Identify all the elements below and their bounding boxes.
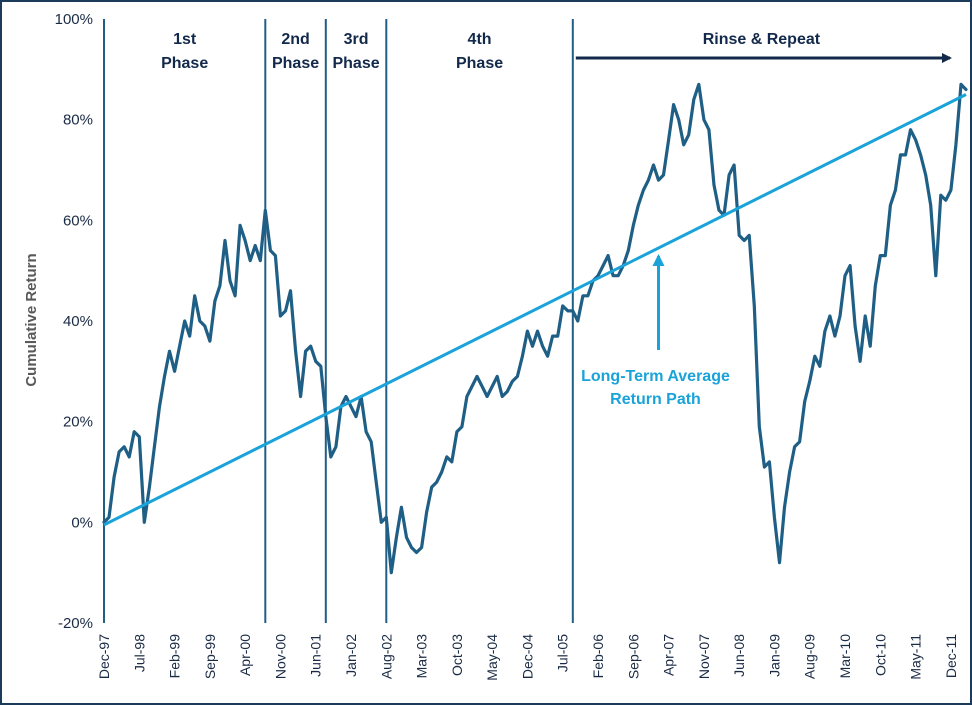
y-axis-label: Cumulative Return: [23, 253, 40, 386]
x-tick-label: May-04: [484, 634, 500, 681]
x-tick-label: May-11: [908, 634, 924, 680]
x-tick-label: Sep-99: [202, 634, 218, 679]
phase-label-number: 3rd: [344, 31, 369, 48]
y-tick-label: -20%: [58, 615, 93, 632]
phase-label-number: 4th: [468, 31, 492, 48]
y-tick-label: 100%: [55, 11, 93, 28]
x-tick-label: Dec-97: [96, 634, 112, 679]
x-tick-label: Jul-05: [555, 634, 571, 672]
phase-label-number: 2nd: [281, 31, 309, 48]
cumulative-return-line: [102, 82, 968, 575]
phase-label-word: Phase: [272, 55, 319, 72]
annotation-label-line2: Return Path: [610, 391, 701, 408]
x-tick-label: Aug-09: [802, 634, 818, 679]
y-axis-ticks: -20% 0% 20% 40% 60% 80% 100%: [55, 11, 93, 632]
y-tick-label: 60%: [63, 212, 93, 229]
x-tick-label: Jan-02: [343, 634, 359, 677]
x-tick-label: Oct-10: [872, 634, 888, 676]
phase-labels: 1st Phase 2nd Phase 3rd Phase 4th Phase: [161, 31, 503, 72]
x-tick-label: Jul-98: [131, 634, 147, 672]
phase-label-number: 1st: [173, 31, 197, 48]
x-tick-label: Sep-06: [625, 634, 641, 679]
phase-label-word: Phase: [456, 55, 503, 72]
long-term-average-line: [103, 93, 967, 527]
phase-dividers: [103, 19, 574, 623]
x-tick-label: Dec-11: [943, 634, 959, 678]
x-tick-label: Mar-03: [414, 634, 430, 679]
phase-label-word: Phase: [161, 55, 208, 72]
x-tick-label: Mar-10: [837, 634, 853, 679]
x-tick-label: Nov-00: [272, 634, 288, 679]
x-tick-label: Apr-00: [237, 634, 253, 676]
y-tick-label: 20%: [63, 414, 93, 431]
phase-label-word: Phase: [332, 55, 379, 72]
x-tick-label: Dec-04: [519, 634, 535, 679]
x-tick-label: Apr-07: [661, 634, 677, 676]
y-tick-label: 0%: [71, 514, 93, 531]
x-tick-label: Feb-99: [167, 634, 183, 679]
x-tick-label: Feb-06: [590, 634, 606, 679]
x-tick-label: Aug-02: [378, 634, 394, 679]
x-tick-label: Nov-07: [696, 634, 712, 679]
rinse-repeat-label: Rinse & Repeat: [703, 31, 821, 48]
y-tick-label: 40%: [63, 313, 93, 330]
y-tick-label: 80%: [63, 112, 93, 129]
annotation-label-line1: Long-Term Average: [581, 368, 730, 385]
x-axis-ticks: Dec-97 Jul-98 Feb-99 Sep-99 Apr-00 Nov-00 Jun-…: [96, 634, 959, 681]
x-tick-label: Oct-03: [449, 634, 465, 676]
x-tick-label: Jan-09: [766, 634, 782, 677]
x-tick-label: Jun-08: [731, 634, 747, 677]
x-tick-label: Jun-01: [308, 634, 324, 677]
